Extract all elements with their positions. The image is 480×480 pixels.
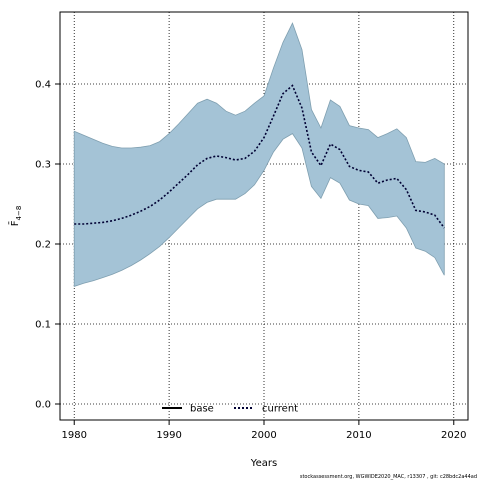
- legend: base current: [162, 404, 298, 415]
- y-tick-label: 0.2: [35, 240, 51, 251]
- y-tick-label: 0.4: [35, 80, 51, 91]
- x-tick-label: 2010: [346, 430, 371, 441]
- y-axis-title-main: F̄: [8, 220, 21, 226]
- x-axis-title: Years: [250, 458, 277, 469]
- footer-credit: stockassessment.org, WGWIDE2020_MAC, r13…: [300, 474, 477, 480]
- confidence-band-layer: [73, 22, 445, 287]
- x-tick-label: 1980: [62, 430, 87, 441]
- series-line-current: [74, 84, 445, 229]
- y-axis-title-subscript: 4−8: [15, 206, 23, 221]
- x-axis-ticks: 1980 1990 2000 2010 2020: [62, 420, 466, 441]
- x-tick-label: 2000: [251, 430, 276, 441]
- legend-label-current: current: [262, 404, 298, 415]
- series-line-layer: [74, 84, 445, 229]
- y-axis-ticks: 0.0 0.1 0.2 0.3 0.4: [35, 80, 60, 411]
- x-tick-label: 2020: [441, 430, 466, 441]
- legend-label-base: base: [190, 404, 214, 415]
- y-axis-title: F̄4−8: [8, 206, 23, 227]
- y-tick-label: 0.0: [35, 400, 51, 411]
- y-tick-label: 0.3: [35, 160, 51, 171]
- x-tick-label: 1990: [156, 430, 181, 441]
- confidence-band: [73, 22, 445, 287]
- y-tick-label: 0.1: [35, 320, 51, 331]
